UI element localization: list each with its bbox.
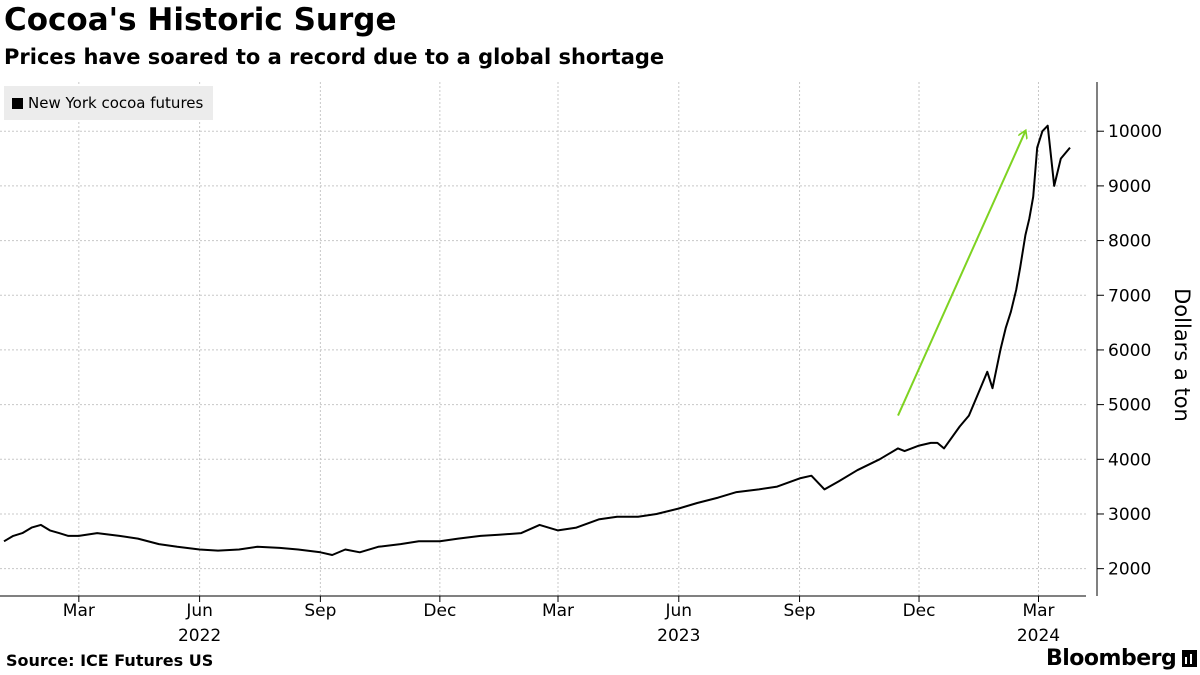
x-year-label: 2022 — [178, 626, 221, 646]
brand-logo: Bloomberg — [1046, 646, 1198, 671]
y-tick-label: 4000 — [1108, 450, 1151, 470]
source-note: Source: ICE Futures US — [6, 651, 214, 670]
legend-label: New York cocoa futures — [28, 94, 204, 112]
y-axis-title: Dollars a ton — [1170, 288, 1194, 422]
x-tick-label: Mar — [63, 601, 95, 621]
y-tick-label: 9000 — [1108, 177, 1151, 197]
chart-title: Cocoa's Historic Surge — [4, 2, 397, 38]
x-tick-label: Mar — [542, 601, 574, 621]
x-tick-label: Mar — [1022, 601, 1054, 621]
annotation-layer — [897, 131, 1025, 416]
y-tick-label: 8000 — [1108, 232, 1151, 252]
series-line-0 — [3, 124, 1071, 556]
axes — [0, 82, 1104, 602]
x-tick-label: Dec — [903, 601, 936, 621]
x-year-label: 2023 — [657, 626, 700, 646]
gridlines — [0, 82, 1086, 596]
brand-name: Bloomberg — [1046, 646, 1177, 671]
y-tick-label: 10000 — [1108, 122, 1162, 142]
axis-labels: 2000 3000 4000 5000 6000 7000 8000 9000 10000 Mar… — [63, 122, 1194, 646]
x-tick-label: Jun — [665, 601, 693, 621]
y-tick-label: 7000 — [1108, 286, 1151, 306]
y-tick-label: 3000 — [1108, 505, 1151, 525]
x-tick-label: Jun — [185, 601, 213, 621]
x-tick-label: Sep — [304, 601, 336, 621]
legend: New York cocoa futures — [4, 86, 214, 120]
y-tick-label: 5000 — [1108, 396, 1151, 416]
chart-subtitle: Prices have soared to a record due to a … — [4, 45, 665, 69]
x-tick-label: Dec — [423, 601, 456, 621]
legend-swatch-icon — [12, 97, 23, 109]
x-year-label: 2024 — [1017, 626, 1060, 646]
trend-arrow — [897, 131, 1025, 416]
x-tick-label: Sep — [784, 601, 816, 621]
y-tick-label: 2000 — [1108, 560, 1151, 580]
y-tick-label: 6000 — [1108, 341, 1151, 361]
bloomberg-chart-icon — [1182, 650, 1198, 667]
series-layer — [3, 124, 1071, 556]
